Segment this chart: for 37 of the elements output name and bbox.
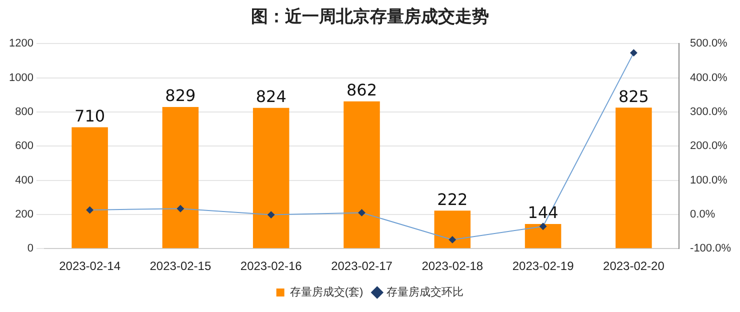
bar — [344, 101, 380, 248]
y-tick-label: 200 — [15, 208, 34, 220]
x-tick-label: 2023-02-16 — [240, 259, 302, 274]
y-tick-label: 400 — [15, 174, 34, 186]
x-tick-label: 2023-02-19 — [512, 259, 574, 274]
y-tick-label: 1200 — [8, 38, 34, 50]
y2-tick-label: 200.0% — [690, 140, 728, 152]
data-label: 825 — [618, 86, 649, 106]
y2-tick-label: 100.0% — [690, 174, 728, 186]
y2-tick-label: 300.0% — [690, 106, 728, 118]
legend-label: 存量房成交(套) — [290, 286, 364, 299]
y2-tick-label: -100.0% — [690, 242, 732, 255]
legend-label: 存量房成交环比 — [386, 286, 464, 299]
data-label: 710 — [74, 106, 106, 126]
x-tick-label: 2023-02-14 — [59, 259, 121, 274]
chart-title: 图：近一周北京存量房成交走势 — [250, 6, 490, 29]
data-label: 222 — [437, 190, 468, 209]
data-label: 829 — [165, 86, 196, 106]
bar — [252, 108, 290, 248]
x-tick-label: 2023-02-15 — [150, 259, 212, 274]
y2-tick-label: 500.0% — [690, 38, 728, 50]
x-tick-label: 2023-02-20 — [603, 259, 665, 274]
x-tick-label: 2023-02-18 — [422, 259, 484, 274]
data-label: 824 — [256, 86, 286, 106]
bar — [434, 210, 471, 248]
x-tick-label: 2023-02-17 — [331, 259, 393, 274]
y-tick-label: 1000 — [8, 72, 34, 84]
y-tick-label: 600 — [15, 140, 34, 152]
bar — [72, 127, 108, 248]
y-tick-label: 800 — [15, 106, 34, 118]
y2-tick-label: 400.0% — [690, 72, 728, 84]
data-label: 862 — [346, 80, 378, 100]
bar — [162, 106, 199, 248]
y-tick-label: 0 — [27, 242, 34, 255]
y2-tick-label: 0.0% — [690, 208, 716, 220]
bar — [616, 108, 652, 248]
bar — [524, 224, 562, 248]
